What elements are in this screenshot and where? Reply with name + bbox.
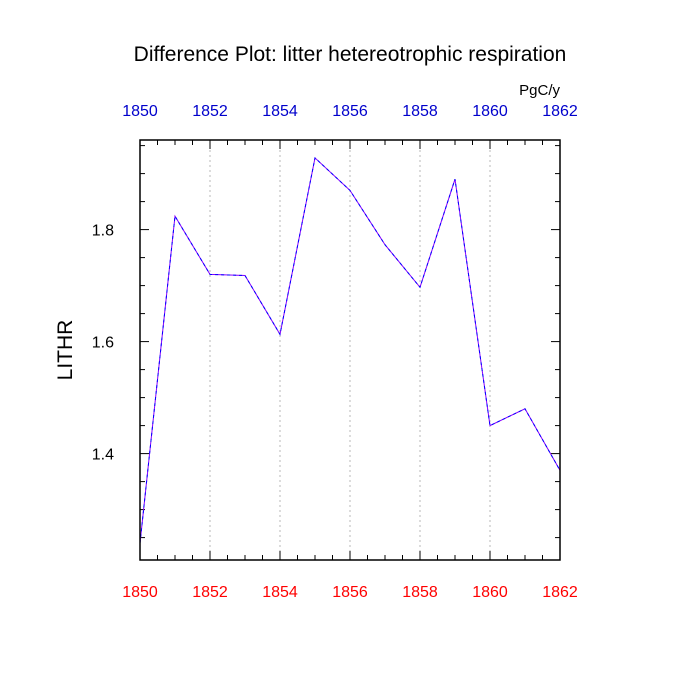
- x-tick-label-top: 1852: [192, 103, 228, 120]
- x-tick-label-bottom: 1854: [262, 584, 298, 601]
- x-tick-label-top: 1860: [472, 103, 508, 120]
- x-tick-label-bottom: 1862: [542, 584, 578, 601]
- x-tick-label-bottom: 1852: [192, 584, 228, 601]
- x-tick-label-top: 1854: [262, 103, 298, 120]
- tick-labels: 1850 1850 1852 1852 1854 1854 1856 1856 1858 1858…: [92, 103, 578, 601]
- x-tick-label-top: 1862: [542, 103, 578, 120]
- data-series: [139, 156, 561, 544]
- y-tick-label: 1.8: [92, 223, 114, 240]
- x-tick-label-bottom: 1850: [122, 584, 158, 601]
- x-tick-label-top: 1856: [332, 103, 368, 120]
- grid-lines: [209, 140, 491, 560]
- x-tick-label-top: 1858: [402, 103, 438, 120]
- x-tick-label-bottom: 1860: [472, 584, 508, 601]
- y-tick-label: 1.4: [92, 447, 114, 464]
- y-axis-label: LITHR: [54, 320, 77, 381]
- x-tick-label-bottom: 1858: [402, 584, 438, 601]
- units-label: PgC/y: [519, 82, 560, 99]
- y-tick-label: 1.6: [92, 335, 114, 352]
- chart-title: Difference Plot: litter hetereotrophic r…: [134, 43, 567, 66]
- plot-frame: [139, 139, 561, 561]
- series-line-dash-0: [139, 156, 561, 544]
- x-tick-label-bottom: 1856: [332, 584, 368, 601]
- x-tick-label-top: 1850: [122, 103, 158, 120]
